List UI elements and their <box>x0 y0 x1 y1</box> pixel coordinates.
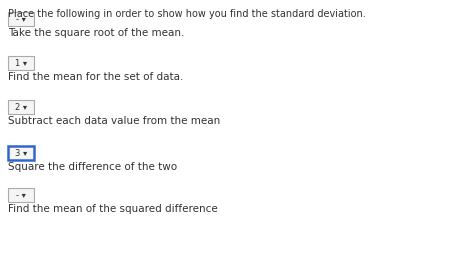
Text: Place the following in order to show how you find the standard deviation.: Place the following in order to show how… <box>8 9 365 19</box>
Text: Square the difference of the two: Square the difference of the two <box>8 162 177 172</box>
Text: Find the mean of the squared difference: Find the mean of the squared difference <box>8 204 217 214</box>
Text: - ▾: - ▾ <box>16 191 26 200</box>
Text: Subtract each data value from the mean: Subtract each data value from the mean <box>8 116 220 126</box>
Text: Find the mean for the set of data.: Find the mean for the set of data. <box>8 72 183 82</box>
Text: Take the square root of the mean.: Take the square root of the mean. <box>8 28 184 38</box>
Text: 1 ▾: 1 ▾ <box>15 59 27 68</box>
Text: 3 ▾: 3 ▾ <box>15 148 27 158</box>
Text: - ▾: - ▾ <box>16 15 26 23</box>
Text: 2 ▾: 2 ▾ <box>15 102 27 111</box>
